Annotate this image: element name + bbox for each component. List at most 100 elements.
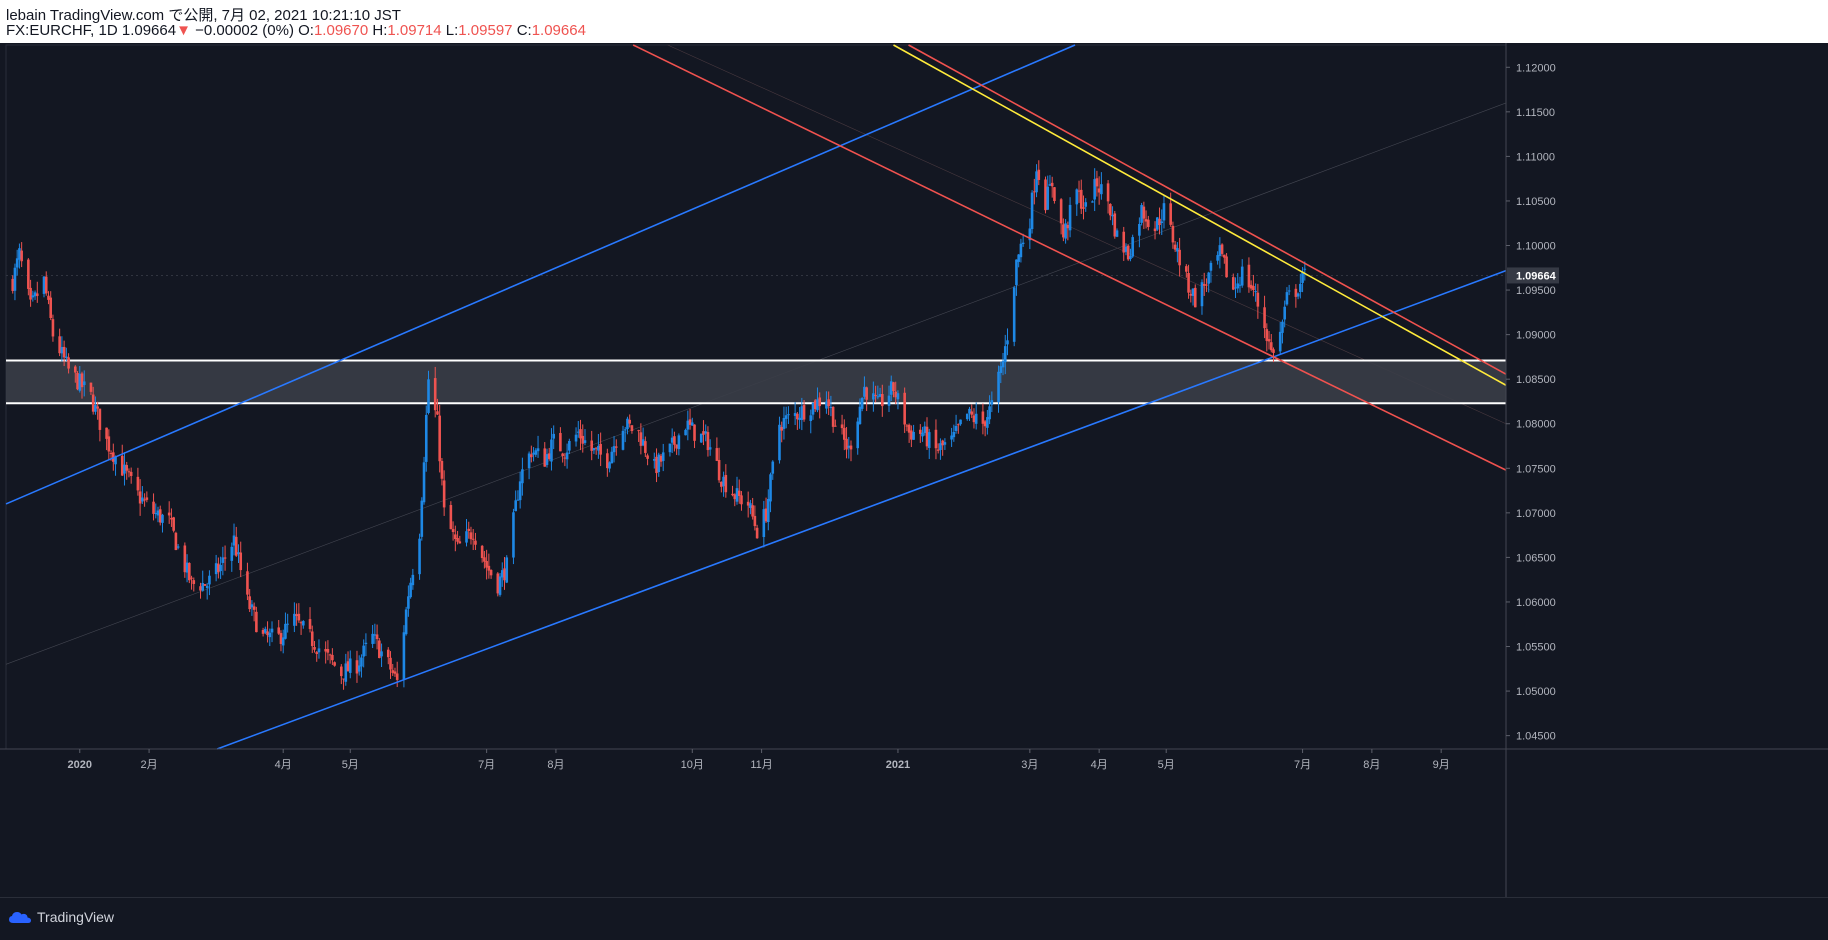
candle-body <box>310 631 314 647</box>
candle-body <box>934 429 938 449</box>
candle-body <box>438 415 441 462</box>
candle-body <box>1012 287 1016 342</box>
candle-body <box>1189 293 1193 296</box>
candle-body <box>784 415 788 419</box>
candle-body <box>230 546 234 561</box>
x-tick-label: 3月 <box>1021 759 1038 771</box>
candle-body <box>270 628 274 633</box>
price-axis[interactable]: 1.12000 1.11500 1.11000 1.10500 1.10000 1.095… <box>1505 43 1559 897</box>
candle-body <box>1265 329 1269 341</box>
candle-body <box>834 425 837 427</box>
candle-body <box>333 662 336 666</box>
candle-body <box>684 429 687 436</box>
trend-line-red[interactable] <box>632 44 1507 471</box>
candle-body <box>550 439 553 462</box>
zone-rect <box>6 360 1506 404</box>
candle-body <box>391 670 395 673</box>
candle-body <box>480 545 484 559</box>
candle-body <box>246 571 249 595</box>
candle-body <box>250 604 254 608</box>
candle-body <box>1144 219 1148 222</box>
trend-line-yellow[interactable] <box>893 44 1507 386</box>
candle-body <box>31 295 35 298</box>
close-value: 1.09664 <box>531 22 586 39</box>
candle-body <box>999 366 1003 373</box>
candle-body <box>315 652 319 654</box>
candle-body <box>675 444 678 449</box>
candle-body <box>1207 272 1210 284</box>
down-arrow-icon: ▼ <box>176 22 191 39</box>
candle-body <box>1249 284 1253 289</box>
candle-body <box>892 382 895 392</box>
candle-body <box>485 561 488 568</box>
candle-body <box>813 400 817 410</box>
footer: TradingView <box>0 897 1828 940</box>
time-axis[interactable]: 2020 2月 4月 5月 7月 8月 10月 11月 2021 3月 4月 5月 7月 8月 9月 <box>0 748 1828 771</box>
candle-body <box>865 387 868 400</box>
candle-body <box>91 394 95 412</box>
candle-body <box>912 431 915 440</box>
candle-body <box>60 347 64 354</box>
candle-body <box>641 439 645 446</box>
candle-body <box>281 637 285 646</box>
trend-line-blue[interactable] <box>5 44 1076 505</box>
high-value: 1.09714 <box>387 22 442 39</box>
candle-body <box>1035 171 1038 193</box>
trend-line-blue[interactable] <box>216 269 1507 750</box>
candle-body <box>78 373 82 391</box>
candle-body <box>324 649 327 652</box>
candle-body <box>185 562 189 573</box>
open-value: 1.09670 <box>313 22 369 39</box>
candle-body <box>1220 244 1224 254</box>
candle-body <box>981 411 985 424</box>
candle-body <box>190 577 193 579</box>
candle-body <box>1021 242 1025 245</box>
candle-body <box>939 443 942 451</box>
chart-area[interactable]: 1.12000 1.11500 1.11000 1.10500 1.10000 1.095… <box>0 43 1828 897</box>
candle-body <box>986 417 989 428</box>
candle-body <box>965 413 969 420</box>
last-price-tag <box>1507 267 1559 284</box>
candle-body <box>780 426 784 431</box>
candle-body <box>1234 287 1237 289</box>
candle-body <box>637 430 640 432</box>
y-tick-label: 1.06000 <box>1516 597 1556 609</box>
candle-body <box>1153 228 1157 232</box>
candle-body <box>234 536 238 556</box>
trend-line-red[interactable] <box>908 44 1507 375</box>
candle-body <box>386 649 390 658</box>
candle-body <box>740 495 743 505</box>
candle-body <box>1138 223 1141 236</box>
candle-body <box>1185 266 1188 272</box>
candle-body <box>816 399 819 411</box>
candle-body <box>1231 277 1235 290</box>
tradingview-logo[interactable]: TradingView <box>8 909 114 925</box>
candle-body <box>364 642 368 644</box>
candle-body <box>1064 223 1067 239</box>
candle-body <box>1158 218 1161 226</box>
candle-body <box>442 480 446 508</box>
candle-body <box>176 546 180 548</box>
candle-body <box>1091 201 1094 203</box>
candle-body <box>753 515 757 527</box>
candle-body <box>1252 286 1255 291</box>
price-chart[interactable]: 1.12000 1.11500 1.11000 1.10500 1.10000 1.095… <box>0 43 1828 897</box>
candle-body <box>433 378 437 411</box>
candle-body <box>158 509 162 523</box>
candle-body <box>1296 293 1300 297</box>
candle-body <box>990 400 994 405</box>
candle-body <box>449 505 453 530</box>
y-tick-label: 1.12000 <box>1516 62 1556 74</box>
candle-body <box>1033 191 1036 193</box>
candle-body <box>997 371 1000 403</box>
candle-body <box>418 538 421 575</box>
candle-body <box>474 540 477 545</box>
candle-body <box>183 545 187 573</box>
candle-body <box>1106 183 1110 202</box>
candle-body <box>346 661 350 672</box>
candle-body <box>1006 340 1009 345</box>
candle-body <box>489 569 493 576</box>
candle-body <box>89 382 93 392</box>
candle-body <box>749 503 752 508</box>
candle-body <box>49 297 53 319</box>
